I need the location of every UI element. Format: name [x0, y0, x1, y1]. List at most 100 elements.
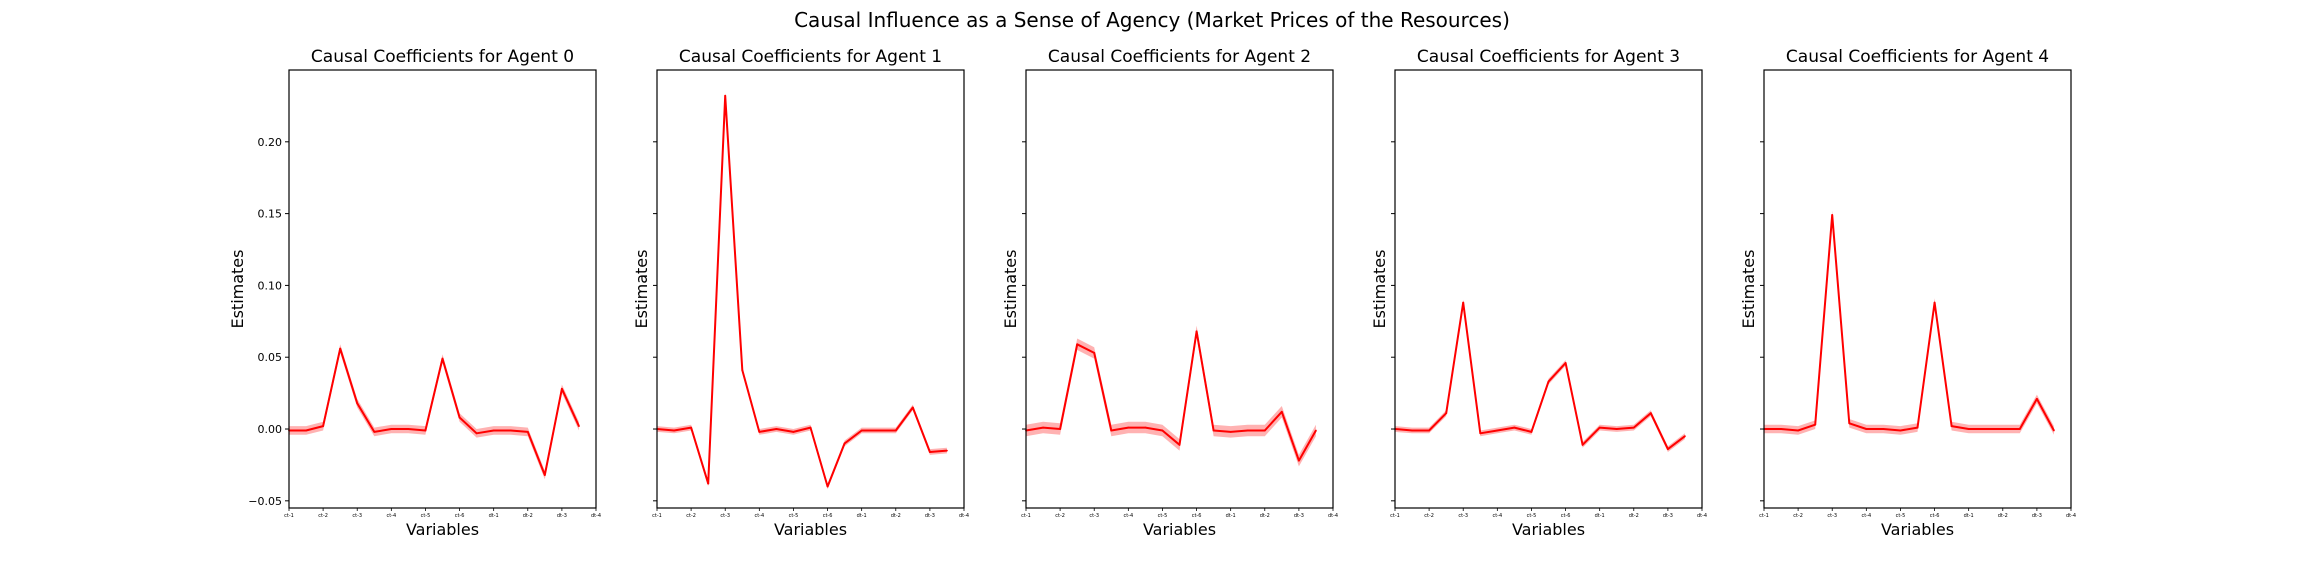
y-axis-label: Estimates	[228, 249, 247, 328]
subplot-title: Causal Coefficients for Agent 1	[679, 47, 942, 67]
data-point	[673, 429, 675, 432]
data-point	[894, 429, 897, 432]
data-point	[1581, 443, 1584, 446]
y-tick-label: 0.10	[258, 279, 283, 292]
data-point	[1127, 426, 1130, 429]
x-tick-label: dt-3	[2032, 513, 2042, 519]
x-tick-label: ct-4	[754, 513, 764, 519]
data-point	[2018, 428, 2021, 430]
data-point	[1246, 429, 1249, 432]
data-point	[2053, 429, 2055, 432]
x-tick-label: dt-2	[523, 513, 533, 519]
x-tick-label: ct-3	[352, 513, 362, 519]
axes-frame	[1763, 69, 2072, 509]
data-point	[1178, 443, 1181, 446]
x-tick-label: ct-5	[421, 513, 431, 519]
axes-frame	[1394, 69, 1703, 509]
subplot-agent-2: Causal Coefficients for Agent 2 ct-1 ct-2 c…	[1001, 47, 1338, 539]
data-point	[1229, 431, 1232, 433]
x-tick-label: dt-4	[2066, 513, 2076, 519]
data-point	[1445, 412, 1448, 415]
x-tick-label: dt-3	[1663, 513, 1673, 519]
data-point	[407, 428, 410, 430]
y-tick-label: 0.20	[258, 136, 283, 149]
x-tick-label: dt-1	[489, 513, 499, 519]
subplot-agent-0: Causal Coefficients for Agent 0 0.20 0.15 0…	[228, 47, 601, 539]
data-point	[1933, 301, 1936, 304]
x-tick-label: dt-1	[1226, 513, 1236, 519]
x-tick-label: dt-1	[1595, 513, 1605, 519]
x-tick-label: ct-3	[720, 513, 730, 519]
subplot-title: Causal Coefficients for Agent 2	[1048, 47, 1311, 67]
data-point	[1428, 429, 1430, 432]
data-point	[561, 387, 563, 390]
x-tick-label: ct-2	[318, 513, 328, 519]
data-point	[1848, 422, 1851, 425]
data-point	[1462, 301, 1465, 304]
data-point	[2001, 428, 2004, 430]
confidence-band	[289, 344, 579, 480]
data-point	[1899, 429, 1902, 432]
x-tick-label: dt-4	[1328, 513, 1338, 519]
x-tick-label: ct-1	[1021, 513, 1031, 519]
subplot-agent-3: Causal Coefficients for Agent 3 ct-1 ct-2 c…	[1370, 47, 1707, 539]
subplot-grid: Causal Coefficients for Agent 0 0.20 0.15 0…	[228, 47, 2076, 539]
x-tick-label: ct-3	[1458, 513, 1468, 519]
data-point	[1564, 362, 1567, 364]
data-point	[724, 94, 727, 97]
data-point	[826, 485, 829, 488]
data-point	[1797, 429, 1799, 432]
axes-frame	[656, 69, 965, 509]
data-point	[1411, 429, 1413, 432]
data-point	[424, 429, 427, 432]
x-tick-label: dt-3	[1294, 513, 1304, 519]
data-point	[741, 369, 744, 371]
x-tick-label: ct-5	[789, 513, 799, 519]
x-tick-label: ct-2	[1424, 513, 1434, 519]
y-axis-label: Estimates	[1370, 249, 1389, 328]
data-point	[690, 426, 692, 429]
data-point	[1059, 428, 1061, 430]
data-point	[1882, 428, 1885, 430]
x-tick-label: ct-2	[1793, 513, 1803, 519]
data-point	[775, 428, 778, 430]
x-tick-label: ct-4	[1861, 513, 1871, 519]
data-point	[1950, 425, 1953, 427]
data-point	[1042, 426, 1044, 429]
x-tick-label: ct-6	[1561, 513, 1571, 519]
data-point	[1263, 429, 1266, 432]
data-point	[1649, 412, 1652, 415]
x-axis-label: Variables	[774, 520, 847, 539]
data-point	[475, 432, 478, 435]
x-tick-label: dt-1	[857, 513, 867, 519]
data-point	[1513, 426, 1516, 429]
data-point	[1780, 428, 1782, 430]
subplot-agent-4: Causal Coefficients for Agent 4 ct-1 ct-2 c…	[1739, 47, 2076, 539]
x-axis-label: Variables	[1881, 520, 1954, 539]
x-tick-label: ct-3	[1827, 513, 1837, 519]
data-point	[1212, 429, 1215, 432]
data-point	[707, 482, 710, 485]
data-point	[758, 431, 761, 433]
x-tick-label: ct-1	[1390, 513, 1400, 519]
x-tick-label: dt-2	[891, 513, 901, 519]
series-line	[1764, 214, 2055, 432]
y-tick-label: 0.15	[258, 208, 283, 221]
data-point	[1684, 435, 1686, 438]
x-tick-label: dt-4	[959, 513, 969, 519]
x-tick-label: ct-5	[1158, 513, 1168, 519]
confidence-band	[1395, 299, 1685, 452]
x-tick-label: ct-1	[1759, 513, 1769, 519]
data-point	[1479, 432, 1482, 435]
data-point	[843, 442, 846, 445]
x-tick-label: ct-1	[652, 513, 662, 519]
data-point	[1076, 343, 1079, 346]
x-axis-label: Variables	[406, 520, 479, 539]
data-point	[390, 428, 393, 430]
data-point	[322, 425, 324, 427]
data-point	[1598, 426, 1601, 429]
data-point	[1615, 428, 1618, 430]
data-point	[1984, 428, 1987, 430]
data-point	[305, 429, 307, 432]
data-point	[543, 474, 546, 476]
